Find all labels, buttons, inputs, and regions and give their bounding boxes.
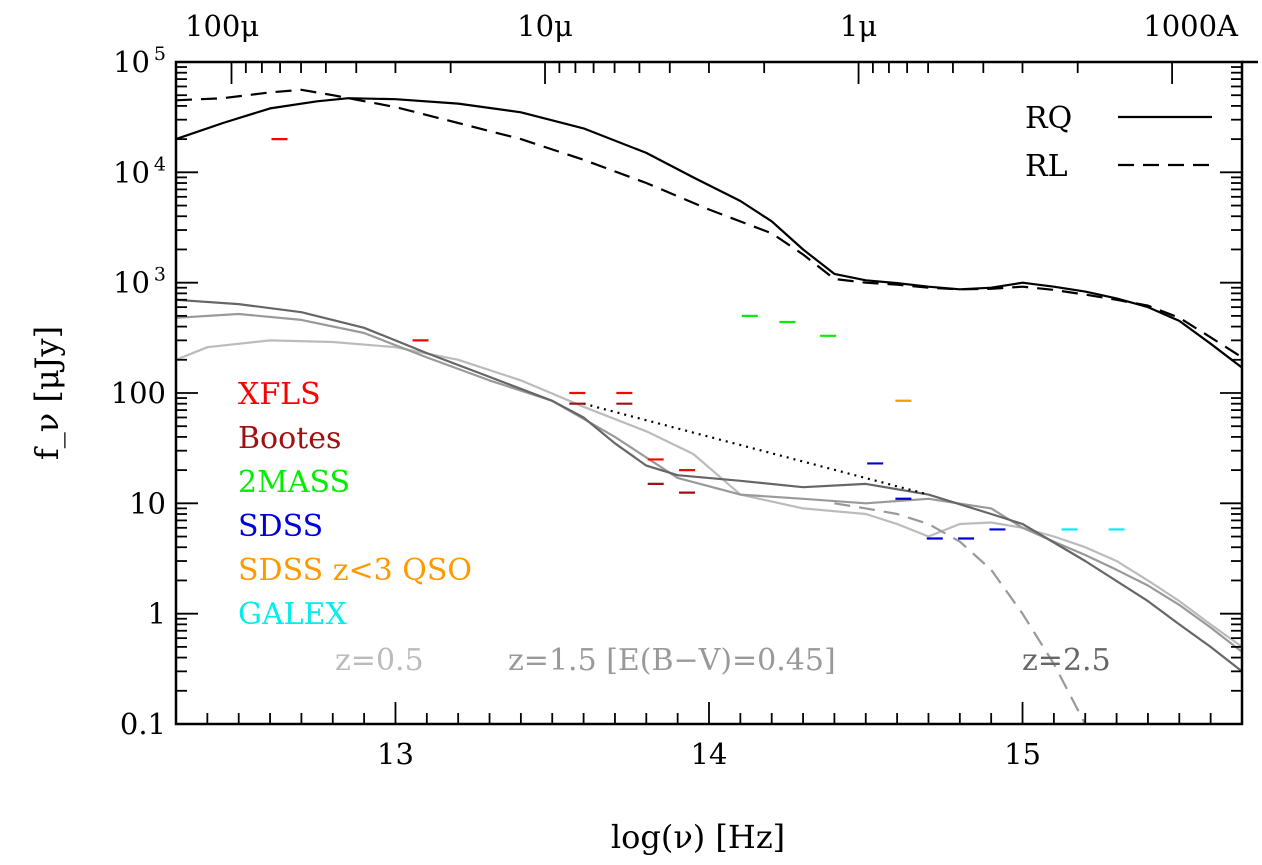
redshift-label-z-2-5: z=2.5: [1022, 643, 1111, 678]
series-z-0-5: [176, 339, 1242, 648]
y-axis-title: f_ν [μJy]: [28, 326, 66, 460]
y-tick-label: 10: [129, 486, 166, 520]
redshift-labels: z=0.5 z=1.5 [E(B−V)=0.45] z=2.5: [335, 643, 1111, 678]
survey-label-sdss: SDSS: [238, 509, 323, 544]
y-tick-label: 10: [113, 155, 150, 189]
survey-label-xfls: XFLS: [238, 377, 321, 412]
series-z-1-5-e-b-v-0-45: [176, 312, 1242, 653]
y-tick-exponent: 4: [154, 153, 166, 175]
y-tick-label: 1: [148, 597, 166, 631]
survey-label-bootes: Bootes: [238, 421, 341, 456]
y-tick-exponent: 5: [154, 43, 166, 65]
top-tick-label: 1μ: [840, 9, 877, 43]
series-z-2-5: [176, 298, 1242, 673]
redshift-label-z-0-5: z=0.5: [335, 643, 424, 678]
series-z-1-5-unreddened: [834, 502, 1087, 724]
legend-label-rq: RQ: [1025, 101, 1072, 136]
legend-label-rl: RL: [1025, 149, 1068, 184]
x-axis-title: log(ν) [Hz]: [611, 818, 785, 856]
top-tick-label: 10μ: [517, 9, 573, 43]
line-style-legend: RQ RL: [1025, 101, 1212, 184]
x-tick-label: 14: [691, 737, 728, 771]
survey-legend: XFLS Bootes 2MASS SDSS SDSS z<3 QSO GALEX: [238, 377, 472, 632]
series-rl: [176, 88, 1242, 359]
sed-curves: [176, 88, 1242, 724]
y-tick-label: 10: [113, 266, 150, 300]
y-tick-exponent: 3: [154, 264, 166, 286]
x-tick-label: 13: [377, 737, 414, 771]
survey-label-2mass: 2MASS: [238, 465, 350, 500]
series-rq: [176, 97, 1242, 369]
redshift-label-z-1-5-e-b-v-0-45: z=1.5 [E(B−V)=0.45]: [508, 643, 836, 678]
y-tick-label: 100: [111, 376, 166, 410]
tick-marks: [176, 61, 1242, 725]
y-tick-label: 0.1: [120, 707, 166, 741]
top-tick-label: 1000A: [1143, 9, 1239, 43]
x-tick-label: 15: [1004, 737, 1041, 771]
y-tick-label: 10: [113, 45, 150, 79]
top-tick-label: 100μ: [185, 9, 259, 43]
flux-limit-markers: [271, 138, 1125, 540]
survey-label-galex: GALEX: [238, 597, 347, 632]
survey-label-sdss-z-3-qso: SDSS z<3 QSO: [238, 553, 472, 588]
